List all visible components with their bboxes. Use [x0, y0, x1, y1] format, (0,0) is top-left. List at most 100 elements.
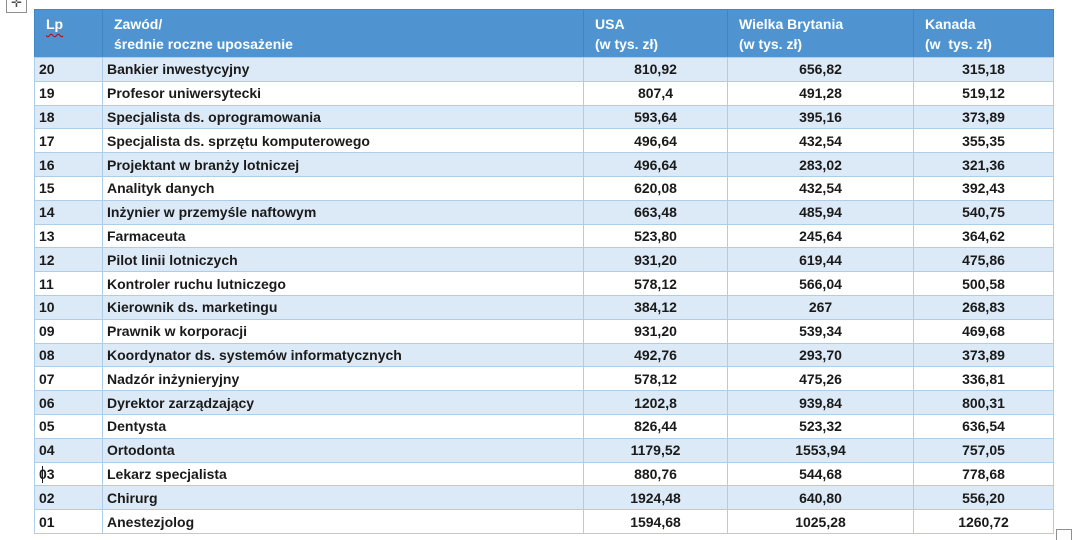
cell-usa[interactable]: 492,76: [583, 342, 728, 368]
column-header-zawod[interactable]: Zawód/ średnie roczne uposażenie: [102, 9, 584, 58]
cell-lp[interactable]: 02: [34, 485, 103, 511]
cell-kanada[interactable]: 636,54: [913, 413, 1054, 439]
cell-lp[interactable]: 17: [34, 128, 103, 154]
cell-zawod[interactable]: Bankier inwestycyjny: [102, 57, 584, 82]
cell-zawod[interactable]: Anestezjolog: [102, 509, 584, 534]
cell-wielka-brytania[interactable]: 245,64: [727, 223, 914, 249]
cell-zawod[interactable]: Chirurg: [102, 485, 584, 511]
cell-lp[interactable]: 09: [34, 318, 103, 344]
column-header-usa[interactable]: USA (w tys. zł): [583, 9, 728, 58]
cell-lp[interactable]: 08: [34, 342, 103, 368]
cell-lp[interactable]: 13: [34, 223, 103, 249]
cell-zawod[interactable]: Kontroler ruchu lutniczego: [102, 271, 584, 296]
cell-lp[interactable]: 07: [34, 366, 103, 392]
cell-lp[interactable]: 14: [34, 199, 103, 225]
cell-wielka-brytania[interactable]: 485,94: [727, 199, 914, 225]
cell-kanada[interactable]: 373,89: [913, 104, 1054, 130]
cell-usa[interactable]: 620,08: [583, 175, 728, 201]
cell-lp[interactable]: 04: [34, 437, 103, 463]
cell-kanada[interactable]: 373,89: [913, 342, 1054, 368]
cell-wielka-brytania[interactable]: 432,54: [727, 175, 914, 201]
cell-lp[interactable]: 06: [34, 390, 103, 415]
cell-wielka-brytania[interactable]: 939,84: [727, 390, 914, 415]
cell-zawod[interactable]: Dyrektor zarządzający: [102, 390, 584, 415]
table-resize-handle[interactable]: [1056, 529, 1072, 540]
cell-usa[interactable]: 931,20: [583, 247, 728, 273]
cell-zawod[interactable]: Projektant w branży lotniczej: [102, 152, 584, 177]
cell-lp[interactable]: 12: [34, 247, 103, 273]
cell-zawod[interactable]: Farmaceuta: [102, 223, 584, 249]
cell-usa[interactable]: 810,92: [583, 57, 728, 82]
cell-zawod[interactable]: Specjalista ds. sprzętu komputerowego: [102, 128, 584, 154]
cell-kanada[interactable]: 392,43: [913, 175, 1054, 201]
cell-wielka-brytania[interactable]: 432,54: [727, 128, 914, 154]
cell-zawod[interactable]: Prawnik w korporacji: [102, 318, 584, 344]
cell-kanada[interactable]: 315,18: [913, 57, 1054, 82]
cell-zawod[interactable]: Specjalista ds. oprogramowania: [102, 104, 584, 130]
cell-usa[interactable]: 523,80: [583, 223, 728, 249]
cell-lp[interactable]: 18: [34, 104, 103, 130]
cell-lp[interactable]: 20: [34, 57, 103, 82]
cell-usa[interactable]: 496,64: [583, 128, 728, 154]
column-header-lp[interactable]: Lp: [34, 9, 103, 58]
cell-wielka-brytania[interactable]: 523,32: [727, 413, 914, 439]
cell-wielka-brytania[interactable]: 566,04: [727, 271, 914, 296]
cell-zawod[interactable]: Inżynier w przemyśle naftowym: [102, 199, 584, 225]
cell-lp[interactable]: 03: [34, 461, 103, 487]
column-header-kanada[interactable]: Kanada (w tys. zł): [913, 9, 1054, 58]
cell-usa[interactable]: 1924,48: [583, 485, 728, 511]
cell-kanada[interactable]: 268,83: [913, 294, 1054, 320]
cell-kanada[interactable]: 336,81: [913, 366, 1054, 392]
cell-wielka-brytania[interactable]: 619,44: [727, 247, 914, 273]
cell-usa[interactable]: 807,4: [583, 80, 728, 106]
cell-kanada[interactable]: 364,62: [913, 223, 1054, 249]
cell-lp[interactable]: 16: [34, 152, 103, 177]
cell-wielka-brytania[interactable]: 656,82: [727, 57, 914, 82]
cell-kanada[interactable]: 519,12: [913, 80, 1054, 106]
cell-usa[interactable]: 1594,68: [583, 509, 728, 534]
cell-usa[interactable]: 826,44: [583, 413, 728, 439]
cell-kanada[interactable]: 355,35: [913, 128, 1054, 154]
cell-wielka-brytania[interactable]: 539,34: [727, 318, 914, 344]
cell-kanada[interactable]: 475,86: [913, 247, 1054, 273]
cell-zawod[interactable]: Nadzór inżynieryjny: [102, 366, 584, 392]
cell-usa[interactable]: 578,12: [583, 366, 728, 392]
cell-zawod[interactable]: Analityk danych: [102, 175, 584, 201]
cell-zawod[interactable]: Pilot linii lotniczych: [102, 247, 584, 273]
cell-wielka-brytania[interactable]: 283,02: [727, 152, 914, 177]
cell-kanada[interactable]: 500,58: [913, 271, 1054, 296]
cell-lp[interactable]: 01: [34, 509, 103, 534]
cell-usa[interactable]: 384,12: [583, 294, 728, 320]
column-header-wielka-brytania[interactable]: Wielka Brytania (w tys. zł): [727, 9, 914, 58]
cell-lp[interactable]: 11: [34, 271, 103, 296]
cell-wielka-brytania[interactable]: 491,28: [727, 80, 914, 106]
cell-kanada[interactable]: 540,75: [913, 199, 1054, 225]
cell-usa[interactable]: 663,48: [583, 199, 728, 225]
cell-zawod[interactable]: Dentysta: [102, 413, 584, 439]
cell-lp[interactable]: 10: [34, 294, 103, 320]
cell-wielka-brytania[interactable]: 640,80: [727, 485, 914, 511]
cell-wielka-brytania[interactable]: 1553,94: [727, 437, 914, 463]
cell-zawod[interactable]: Kierownik ds. marketingu: [102, 294, 584, 320]
cell-wielka-brytania[interactable]: 293,70: [727, 342, 914, 368]
cell-usa[interactable]: 496,64: [583, 152, 728, 177]
cell-kanada[interactable]: 800,31: [913, 390, 1054, 415]
cell-wielka-brytania[interactable]: 395,16: [727, 104, 914, 130]
cell-zawod[interactable]: Koordynator ds. systemów informatycznych: [102, 342, 584, 368]
cell-usa[interactable]: 593,64: [583, 104, 728, 130]
cell-usa[interactable]: 578,12: [583, 271, 728, 296]
table-move-handle[interactable]: ✛: [6, 0, 27, 13]
cell-usa[interactable]: 931,20: [583, 318, 728, 344]
cell-zawod[interactable]: Profesor uniwersytecki: [102, 80, 584, 106]
cell-wielka-brytania[interactable]: 1025,28: [727, 509, 914, 534]
cell-kanada[interactable]: 321,36: [913, 152, 1054, 177]
cell-kanada[interactable]: 1260,72: [913, 509, 1054, 534]
cell-zawod[interactable]: Ortodonta: [102, 437, 584, 463]
cell-lp[interactable]: 05: [34, 413, 103, 439]
cell-kanada[interactable]: 556,20: [913, 485, 1054, 511]
cell-lp[interactable]: 19: [34, 80, 103, 106]
cell-lp[interactable]: 15: [34, 175, 103, 201]
cell-kanada[interactable]: 757,05: [913, 437, 1054, 463]
cell-kanada[interactable]: 778,68: [913, 461, 1054, 487]
cell-zawod[interactable]: Lekarz specjalista: [102, 461, 584, 487]
